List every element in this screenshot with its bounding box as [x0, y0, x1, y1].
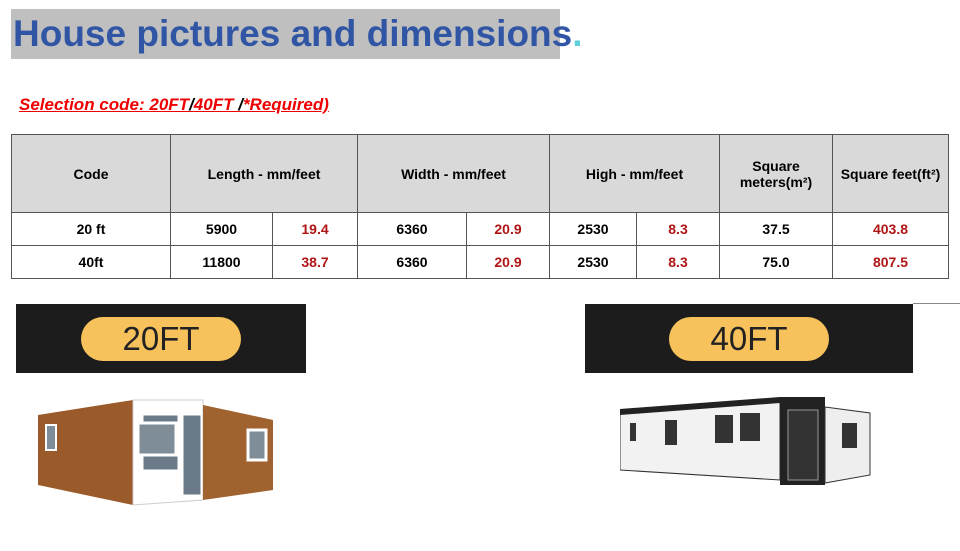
cell-high-ft: 8.3: [636, 212, 720, 246]
cell-code: 40ft: [11, 245, 171, 279]
separator: /: [238, 95, 243, 114]
header-width: Width - mm/feet: [357, 134, 550, 213]
cell-high-ft: 8.3: [636, 245, 720, 279]
pill-40ft: 40FT: [669, 316, 829, 361]
code-40ft: 40FT: [193, 95, 239, 114]
cell-high-mm: 2530: [549, 245, 637, 279]
cell-length-mm: 11800: [170, 245, 273, 279]
banner-40ft: 40FT: [585, 304, 913, 373]
separator: /: [189, 95, 194, 114]
cell-high-mm: 2530: [549, 212, 637, 246]
cell-sqm: 37.5: [719, 212, 833, 246]
cell-width-ft: 20.9: [466, 245, 550, 279]
cell-sqft: 403.8: [832, 212, 949, 246]
cell-width-ft: 20.9: [466, 212, 550, 246]
header-code: Code: [11, 134, 171, 213]
cell-length-ft: 38.7: [272, 245, 358, 279]
divider-line: [913, 303, 960, 304]
cell-length-mm: 5900: [170, 212, 273, 246]
cell-sqm: 75.0: [719, 245, 833, 279]
banner-20ft: 20FT: [16, 304, 306, 373]
cell-width-mm: 6360: [357, 212, 467, 246]
page-title: House pictures and dimensions.: [11, 9, 583, 59]
cell-sqft: 807.5: [832, 245, 949, 279]
header-high: High - mm/feet: [549, 134, 720, 213]
header-length: Length - mm/feet: [170, 134, 358, 213]
title-dot: .: [572, 13, 583, 54]
title-text: House pictures and dimensions: [13, 13, 573, 54]
header-square-feet: Square feet(ft²): [832, 134, 949, 213]
code-20ft: 20FT: [149, 95, 190, 114]
house-40ft-image: [620, 397, 871, 485]
header-row: Code Length - mm/feet Width - mm/feet Hi…: [11, 134, 949, 213]
table-row: 40ft 11800 38.7 6360 20.9 2530 8.3 75.0 …: [11, 245, 949, 279]
house-20ft-image: [38, 399, 273, 506]
dimensions-table: Code Length - mm/feet Width - mm/feet Hi…: [11, 134, 949, 279]
header-square-meters-text: Square meters(m²): [739, 157, 813, 190]
cell-width-mm: 6360: [357, 245, 467, 279]
table-row: 20 ft 5900 19.4 6360 20.9 2530 8.3 37.5 …: [11, 212, 949, 246]
pill-20ft: 20FT: [81, 316, 241, 361]
required-note: *Required): [242, 95, 329, 114]
cell-code: 20 ft: [11, 212, 171, 246]
selection-code: Selection code: 20FT/40FT /*Required): [19, 95, 329, 115]
header-square-meters: Square meters(m²): [719, 134, 833, 213]
selection-prefix: Selection code:: [19, 95, 150, 114]
cell-length-ft: 19.4: [272, 212, 358, 246]
